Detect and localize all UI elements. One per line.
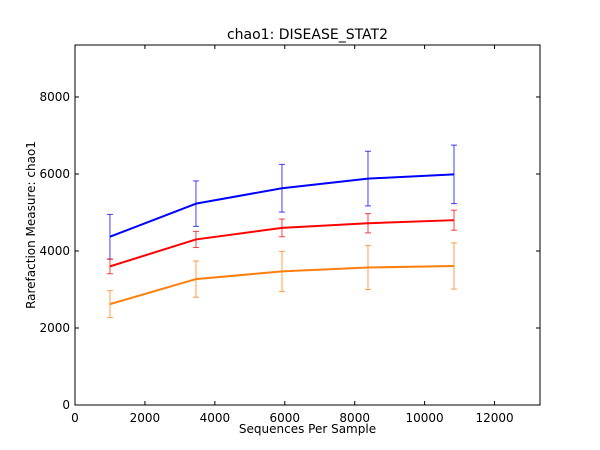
y-tick-label: 2000 xyxy=(39,321,70,335)
series-3 xyxy=(106,242,457,319)
series-line xyxy=(109,265,455,306)
chart-title: chao1: DISEASE_STAT2 xyxy=(227,27,388,43)
y-tick-label: 8000 xyxy=(39,90,70,104)
x-tick-label: 12000 xyxy=(475,411,513,425)
series-line xyxy=(109,173,455,238)
x-tick-label: 2000 xyxy=(130,411,161,425)
x-tick-label: 10000 xyxy=(406,411,444,425)
y-axis-label: Rarefaction Measure: chao1 xyxy=(24,141,38,309)
series-line xyxy=(109,219,455,268)
x-tick-label: 6000 xyxy=(270,411,301,425)
y-tick-label: 6000 xyxy=(39,167,70,181)
x-tick-label: 4000 xyxy=(200,411,231,425)
series-layer xyxy=(106,144,457,319)
y-tick-label: 0 xyxy=(62,398,70,412)
x-tick-label: 8000 xyxy=(339,411,370,425)
series-2 xyxy=(106,209,457,275)
x-axis-ticks: 0 2000 4000 6000 8000 10000 12000 xyxy=(71,45,514,425)
x-tick-label: 0 xyxy=(71,411,79,425)
y-axis-ticks: 0 2000 4000 6000 8000 xyxy=(39,90,540,412)
series-1 xyxy=(106,144,457,260)
x-axis-label: Sequences Per Sample xyxy=(239,422,376,436)
plot-area xyxy=(74,44,541,406)
y-tick-label: 4000 xyxy=(39,244,70,258)
